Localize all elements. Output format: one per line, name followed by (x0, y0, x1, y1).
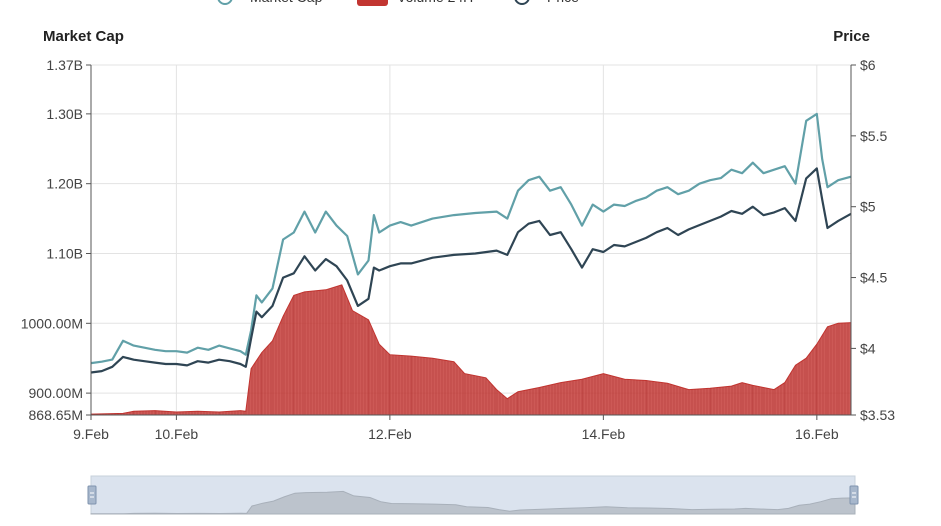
legend-rect-icon (357, 0, 388, 6)
left-tick-label: 1.10B (46, 245, 83, 261)
x-tick-label: 12.Feb (368, 426, 412, 442)
x-tick-label: 14.Feb (582, 426, 626, 442)
left-tick-label: 1.20B (46, 176, 83, 192)
right-tick-label: $5 (860, 199, 876, 215)
right-tick-label: $4.5 (860, 270, 887, 286)
left-tick-label: 900.00M (29, 385, 83, 401)
zoom-preview-area (90, 490, 856, 515)
legend-label: Volume 24H (397, 0, 473, 5)
left-tick-label: 1000.00M (21, 315, 83, 331)
legend-circle-icon (514, 0, 530, 5)
legend: Market Cap Volume 24H Price (210, 0, 579, 6)
x-tick-label: 9.Feb (73, 426, 109, 442)
axes: 868.65M 900.00M 1000.00M 1.10B 1.20B 1.30B 1.3… (21, 28, 896, 442)
legend-label: Market Cap (250, 0, 323, 5)
volume-hatch (90, 285, 849, 415)
right-tick-label: $4 (860, 340, 876, 356)
volume-area-layer (90, 284, 852, 416)
right-tick-label: $5.5 (860, 128, 887, 144)
right-tick-label: $3.53 (860, 407, 895, 423)
zoom-handle-left[interactable] (87, 485, 97, 505)
data-zoom-slider[interactable] (87, 475, 859, 515)
series-line-price (90, 167, 852, 374)
left-axis-title: Market Cap (43, 28, 124, 45)
right-tick-label: $6 (860, 57, 876, 73)
left-tick-label: 868.65M (29, 407, 83, 423)
zoom-handle-right[interactable] (849, 485, 859, 505)
legend-item-volume-24h[interactable]: Volume 24H (357, 0, 473, 6)
zoom-handle-grip (87, 485, 97, 505)
legend-circle-icon (217, 0, 233, 5)
left-tick-label: 1.37B (46, 57, 83, 73)
series-line-market-cap (90, 112, 852, 365)
left-tick-label: 1.30B (46, 106, 83, 122)
legend-item-price[interactable]: Price (507, 0, 579, 5)
x-tick-label: 10.Feb (155, 426, 199, 442)
right-axis-title: Price (833, 28, 870, 45)
series-lines-layer (90, 112, 852, 374)
x-tick-label: 16.Feb (795, 426, 839, 442)
legend-item-market-cap[interactable]: Market Cap (210, 0, 323, 5)
zoom-handle-grip (849, 485, 859, 505)
legend-label: Price (547, 0, 579, 5)
